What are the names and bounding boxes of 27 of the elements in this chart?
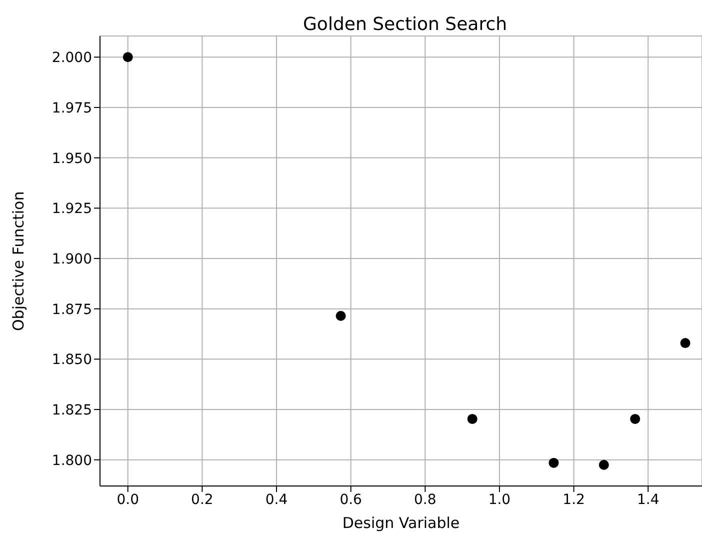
y-tick-label: 1.975 [52,100,92,116]
chart-title: Golden Section Search [302,14,508,35]
x-tick-label: 0.6 [340,492,362,508]
point [598,460,609,470]
x-axis-title: Design Variable [342,514,460,532]
point [630,414,640,424]
y-axis-title: Objective Function [9,191,28,331]
point [680,338,690,348]
x-tick-label: 0.4 [265,492,288,508]
point [548,458,559,468]
point [336,310,346,321]
x-tick-label: 0.0 [116,492,140,508]
x-tick-label: 0.2 [191,492,214,508]
x-tick-label: 1.0 [488,492,511,508]
y-tick-label: 1.925 [52,201,92,218]
x-tick-label: 1.4 [636,492,660,508]
y-tick-label: 1.850 [52,352,92,368]
y-tick-label: 1.800 [52,452,92,469]
point [122,52,133,62]
point [467,414,478,424]
y-tick-label: 2.000 [52,50,92,66]
x-tick-label: 0.8 [414,492,436,508]
y-tick-label: 1.900 [52,251,92,268]
y-tick-label: 1.825 [52,402,92,418]
y-tick-label: 1.875 [52,302,92,318]
x-tick-label: 1.2 [562,492,585,508]
y-tick-label: 1.950 [52,150,92,167]
